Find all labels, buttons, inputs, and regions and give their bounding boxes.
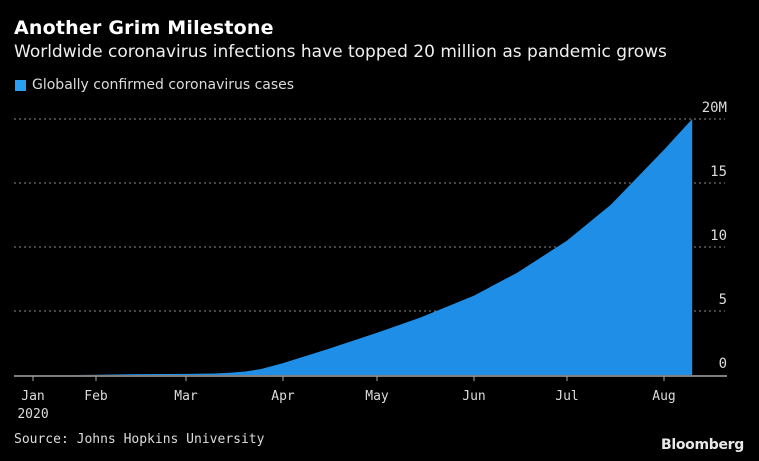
y-tick-label: 15	[710, 164, 727, 180]
y-tick-label: 20M	[702, 100, 727, 116]
x-tick-label: Jan	[21, 389, 44, 404]
chart-title: Another Grim Milestone	[14, 17, 274, 39]
legend-swatch	[15, 79, 26, 91]
x-tick-year-label: 2020	[17, 407, 48, 422]
y-tick-label: 5	[719, 292, 727, 308]
y-axis: 0 5 10 15 20M	[702, 100, 727, 372]
y-tick-label: 0	[719, 356, 727, 372]
gridlines	[14, 118, 725, 312]
x-tick-label: May	[365, 389, 389, 404]
chart-subtitle: Worldwide coronavirus infections have to…	[14, 42, 667, 62]
x-tick-label: Mar	[174, 389, 198, 404]
x-axis: Jan 2020 Feb Mar Apr May Jun Jul Aug	[14, 375, 727, 422]
source-note: Source: Johns Hopkins University	[14, 432, 265, 447]
x-tick-label: Aug	[652, 389, 675, 404]
x-tick-label: Jun	[462, 389, 485, 404]
x-tick-label: Apr	[271, 389, 295, 404]
legend-label: Globally confirmed coronavirus cases	[32, 77, 295, 93]
area-layer	[75, 119, 693, 375]
x-tick-label: Feb	[84, 389, 108, 404]
y-tick-label: 10	[710, 228, 727, 244]
legend: Globally confirmed coronavirus cases	[15, 77, 294, 93]
cases-area	[75, 119, 693, 375]
x-tick-label: Jul	[555, 389, 578, 404]
bloomberg-logo: Bloomberg	[660, 437, 744, 453]
